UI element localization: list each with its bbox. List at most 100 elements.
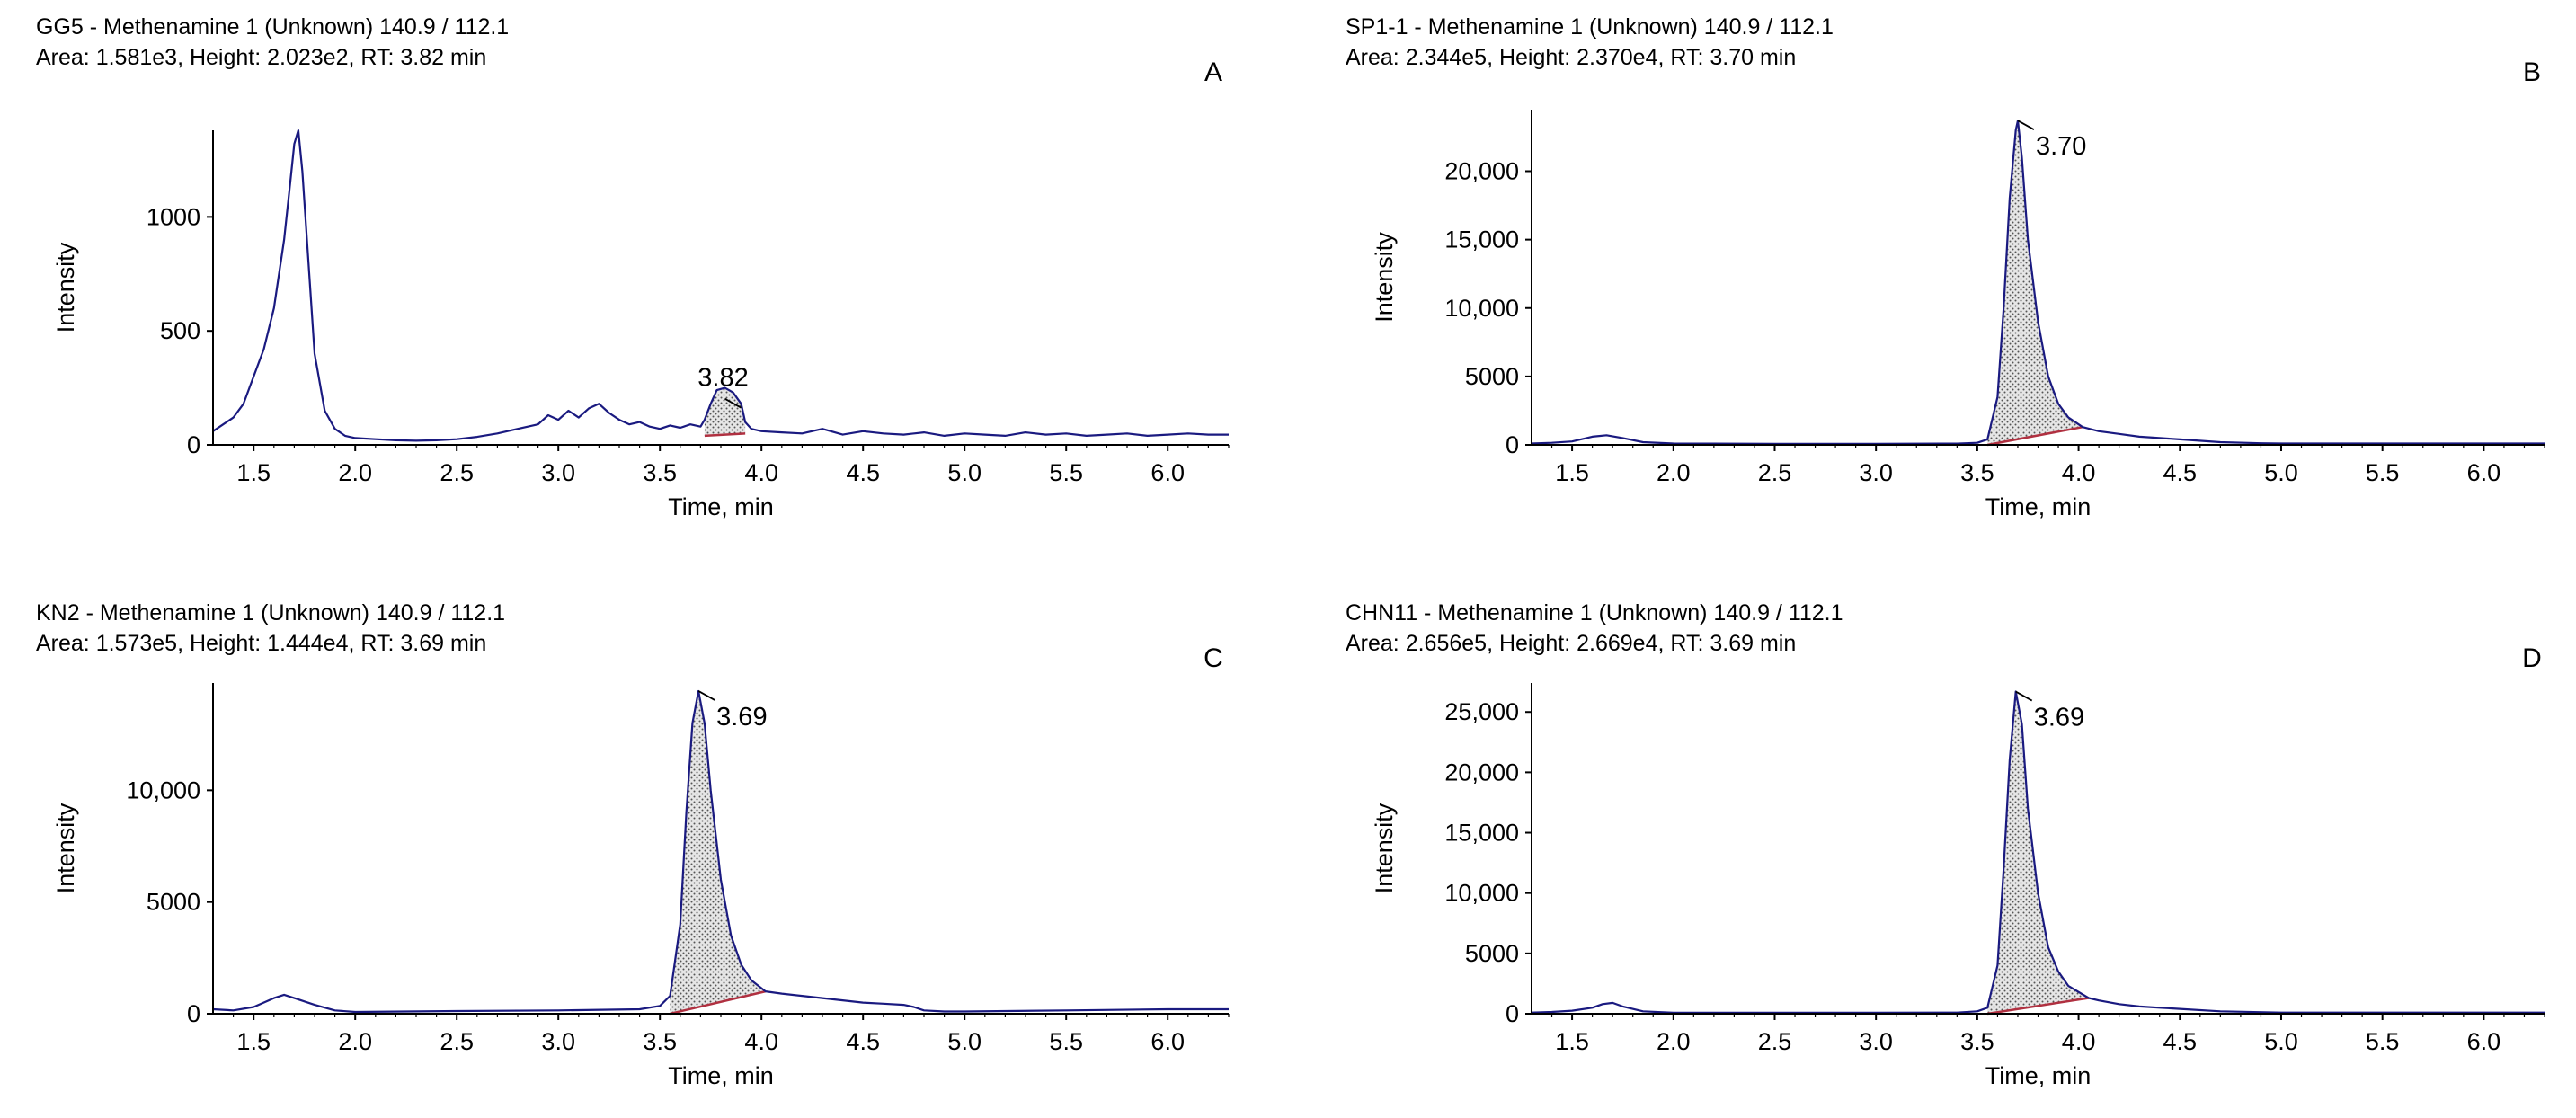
peak-apex-marker [2015, 690, 2033, 702]
panel-subtitle: Area: 1.581e3, Height: 2.023e2, RT: 3.82… [36, 45, 486, 70]
x-tick-label: 4.5 [846, 1028, 880, 1055]
chromatogram-panel-c: KN2 - Methenamine 1 (Unknown) 140.9 / 11… [36, 600, 1230, 1089]
panel-subtitle: Area: 2.656e5, Height: 2.669e4, RT: 3.69… [1346, 631, 1796, 656]
y-tick-label: 1000 [147, 203, 200, 230]
x-tick-label: 5.5 [1049, 1028, 1083, 1055]
panel-letter: D [2522, 643, 2542, 673]
chromatogram-panel-b: SP1-1 - Methenamine 1 (Unknown) 140.9 / … [1346, 14, 2545, 520]
x-tick-label: 5.0 [947, 1028, 982, 1055]
y-axis-label: Intensity [1371, 232, 1398, 323]
peak-baseline [670, 989, 767, 1016]
chromatogram-panel-d: CHN11 - Methenamine 1 (Unknown) 140.9 / … [1346, 600, 2545, 1089]
peak-area [704, 387, 746, 436]
y-tick-label: 5000 [1465, 940, 1519, 967]
peak-apex-marker [2017, 120, 2035, 130]
x-tick-label: 5.5 [2366, 459, 2400, 486]
x-tick-label: 4.5 [2163, 459, 2198, 486]
y-axis-label: Intensity [52, 242, 79, 333]
x-tick-label: 6.0 [2467, 1028, 2501, 1055]
x-tick-label: 1.5 [1555, 459, 1589, 486]
x-axis-label: Time, min [668, 493, 774, 520]
y-axis-label: Intensity [1371, 803, 1398, 893]
x-tick-label: 4.0 [744, 1028, 778, 1055]
chromatogram-panel-a: GG5 - Methenamine 1 (Unknown) 140.9 / 11… [36, 14, 1230, 520]
y-tick-label: 5000 [1465, 363, 1519, 390]
panel-title: CHN11 - Methenamine 1 (Unknown) 140.9 / … [1346, 600, 1843, 626]
x-tick-label: 2.0 [338, 459, 372, 486]
x-tick-label: 3.5 [1960, 1028, 1994, 1055]
peak-baseline [1986, 425, 2083, 447]
x-tick-label: 3.5 [643, 459, 677, 486]
y-tick-label: 15,000 [1444, 226, 1519, 253]
x-tick-label: 4.0 [744, 459, 778, 486]
y-tick-label: 10,000 [1444, 880, 1519, 907]
peak-baseline [1986, 997, 2090, 1016]
panel-letter: B [2523, 58, 2541, 87]
x-axis-label: Time, min [1985, 1062, 2092, 1089]
chromatogram-trace [1531, 690, 2545, 1014]
panel-title: KN2 - Methenamine 1 (Unknown) 140.9 / 11… [36, 600, 505, 626]
panel-subtitle: Area: 2.344e5, Height: 2.370e4, RT: 3.70… [1346, 45, 1796, 70]
y-tick-label: 10,000 [1444, 295, 1519, 322]
x-tick-label: 5.0 [2264, 459, 2298, 486]
x-tick-label: 5.5 [2366, 1028, 2400, 1055]
chromatogram-trace [212, 689, 1229, 1014]
panel-subtitle: Area: 1.573e5, Height: 1.444e4, RT: 3.69… [36, 631, 486, 656]
x-tick-label: 5.0 [2264, 1028, 2298, 1055]
y-tick-label: 20,000 [1444, 158, 1519, 185]
chromatogram-trace [212, 129, 1229, 442]
x-axis-label: Time, min [1985, 493, 2092, 520]
x-tick-label: 1.5 [236, 1028, 271, 1055]
x-tick-label: 6.0 [1150, 1028, 1185, 1055]
y-tick-label: 0 [1506, 431, 1519, 458]
x-tick-label: 2.5 [440, 1028, 474, 1055]
chromatogram-trace [1531, 120, 2545, 445]
y-tick-label: 0 [187, 1000, 200, 1027]
x-tick-label: 4.5 [2163, 1028, 2198, 1055]
x-axis-label: Time, min [668, 1062, 774, 1089]
peak-rt-label: 3.69 [2034, 704, 2084, 732]
panel-title: SP1-1 - Methenamine 1 (Unknown) 140.9 / … [1346, 14, 1834, 40]
x-tick-label: 2.0 [1657, 1028, 1691, 1055]
y-tick-label: 0 [1506, 1000, 1519, 1027]
panel-letter: A [1204, 58, 1222, 87]
y-tick-label: 15,000 [1444, 820, 1519, 847]
x-tick-label: 1.5 [236, 459, 271, 486]
x-tick-label: 5.0 [947, 459, 982, 486]
x-tick-label: 3.0 [541, 1028, 575, 1055]
x-tick-label: 2.0 [1657, 459, 1691, 486]
y-tick-label: 20,000 [1444, 759, 1519, 785]
x-tick-label: 2.5 [440, 459, 474, 486]
x-tick-label: 6.0 [2467, 459, 2501, 486]
peak-area [1987, 121, 2083, 445]
x-tick-label: 4.5 [846, 459, 880, 486]
y-tick-label: 500 [160, 317, 200, 344]
peak-rt-label: 3.70 [2036, 132, 2086, 161]
x-tick-label: 2.5 [1758, 459, 1792, 486]
y-tick-label: 25,000 [1444, 698, 1519, 725]
x-tick-label: 3.0 [1859, 1028, 1893, 1055]
x-tick-label: 4.0 [2062, 459, 2096, 486]
x-tick-label: 3.0 [541, 459, 575, 486]
peak-rt-label: 3.69 [716, 703, 767, 732]
x-tick-label: 1.5 [1555, 1028, 1589, 1055]
y-tick-label: 10,000 [126, 776, 200, 803]
y-axis-label: Intensity [52, 803, 79, 893]
peak-apex-marker [697, 690, 715, 701]
peak-rt-label: 3.82 [697, 364, 748, 393]
peak-area [1987, 693, 2089, 1014]
peak-apex-marker [724, 397, 742, 409]
x-tick-label: 2.5 [1758, 1028, 1792, 1055]
x-tick-label: 2.0 [338, 1028, 372, 1055]
panel-title: GG5 - Methenamine 1 (Unknown) 140.9 / 11… [36, 14, 509, 40]
panel-letter: C [1204, 643, 1223, 673]
x-tick-label: 5.5 [1049, 459, 1083, 486]
peak-baseline [704, 432, 746, 438]
x-tick-label: 3.0 [1859, 459, 1893, 486]
x-tick-label: 4.0 [2062, 1028, 2096, 1055]
x-tick-label: 6.0 [1150, 459, 1185, 486]
x-tick-label: 3.5 [1960, 459, 1994, 486]
y-tick-label: 0 [187, 431, 200, 458]
x-tick-label: 3.5 [643, 1028, 677, 1055]
